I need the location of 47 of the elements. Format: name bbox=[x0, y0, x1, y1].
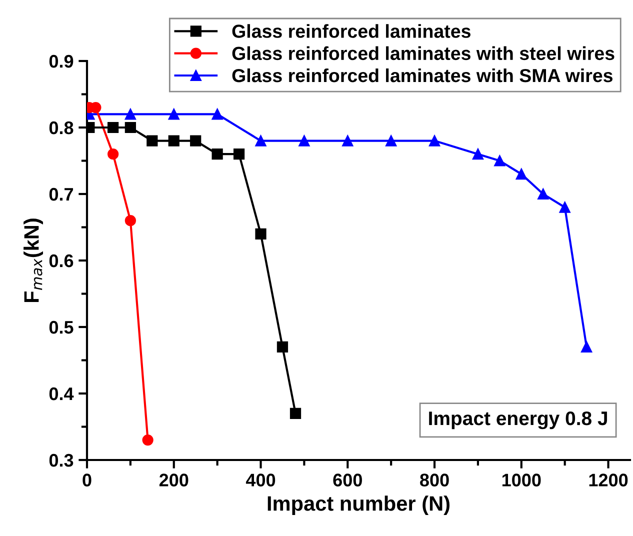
x-tick-label: 400 bbox=[246, 474, 276, 486]
point bbox=[255, 228, 266, 240]
point bbox=[538, 188, 549, 200]
y-tick-label: 0.6 bbox=[49, 254, 74, 268]
point bbox=[428, 135, 440, 146]
point bbox=[516, 168, 527, 180]
point bbox=[494, 155, 506, 166]
x-tick-label: 1000 bbox=[502, 474, 541, 486]
x-tick-label: 800 bbox=[420, 474, 449, 486]
point bbox=[290, 408, 302, 420]
y-tick-label: 0.9 bbox=[49, 54, 74, 68]
point bbox=[190, 135, 202, 146]
point bbox=[298, 135, 310, 146]
point bbox=[146, 135, 158, 146]
point bbox=[124, 122, 136, 134]
point bbox=[233, 148, 245, 160]
point bbox=[559, 202, 570, 213]
point bbox=[472, 148, 484, 160]
x-tick-label: 600 bbox=[333, 474, 362, 486]
point bbox=[142, 434, 154, 446]
point bbox=[168, 108, 180, 120]
y-axis-title: F$_{max}$(kN) bbox=[24, 218, 43, 302]
point bbox=[108, 122, 119, 134]
point bbox=[108, 148, 119, 160]
y-tick-label: 0.4 bbox=[49, 387, 74, 400]
legend-label: Glass reinforced laminates with SMA wires bbox=[232, 68, 612, 82]
annotation: Impact energy 0.8 J bbox=[429, 411, 607, 430]
point bbox=[386, 135, 397, 146]
legend-label: Glass reinforced laminates with steel wires bbox=[232, 46, 614, 60]
point bbox=[212, 148, 223, 160]
point bbox=[168, 135, 180, 146]
x-axis-title: Impact number (N) bbox=[268, 496, 450, 515]
point bbox=[124, 108, 136, 120]
point bbox=[124, 215, 136, 226]
y-tick-label: 0.3 bbox=[49, 454, 74, 467]
y-tick-label: 0.5 bbox=[49, 320, 74, 334]
point bbox=[581, 341, 592, 353]
point bbox=[342, 135, 354, 146]
x-tick-label: 0 bbox=[82, 474, 92, 486]
y-tick-label: 0.8 bbox=[49, 121, 74, 134]
point bbox=[276, 341, 288, 353]
point bbox=[212, 108, 223, 120]
legend-label: Glass reinforced laminates bbox=[232, 24, 470, 38]
y-tick-label: 0.7 bbox=[49, 188, 74, 201]
x-tick-label: 200 bbox=[159, 474, 188, 486]
point bbox=[255, 135, 266, 146]
x-tick-label: 1200 bbox=[589, 474, 628, 486]
